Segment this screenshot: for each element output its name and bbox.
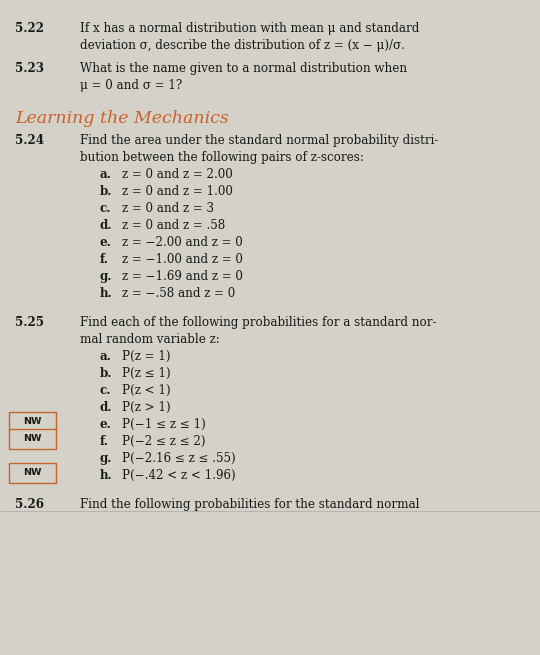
Text: b.: b. — [100, 367, 112, 380]
Text: z = −1.69 and z = 0: z = −1.69 and z = 0 — [122, 270, 242, 283]
Text: f.: f. — [100, 253, 109, 266]
Text: d.: d. — [100, 401, 112, 414]
Text: 5.25: 5.25 — [15, 316, 44, 329]
Text: a.: a. — [100, 350, 112, 363]
Text: P(z = 1): P(z = 1) — [122, 350, 170, 363]
Text: If x has a normal distribution with mean μ and standard: If x has a normal distribution with mean… — [80, 22, 419, 35]
Text: NW: NW — [23, 434, 42, 443]
Text: e.: e. — [100, 418, 112, 431]
Text: P(z > 1): P(z > 1) — [122, 401, 170, 414]
Text: What is the name given to a normal distribution when: What is the name given to a normal distr… — [80, 62, 407, 75]
Text: bution between the following pairs of z-scores:: bution between the following pairs of z-… — [80, 151, 364, 164]
FancyBboxPatch shape — [9, 429, 56, 449]
Text: P(−1 ≤ z ≤ 1): P(−1 ≤ z ≤ 1) — [122, 418, 205, 431]
Text: μ = 0 and σ = 1?: μ = 0 and σ = 1? — [80, 79, 182, 92]
Text: P(−2.16 ≤ z ≤ .55): P(−2.16 ≤ z ≤ .55) — [122, 452, 235, 465]
Text: z = −.58 and z = 0: z = −.58 and z = 0 — [122, 287, 235, 300]
FancyBboxPatch shape — [9, 463, 56, 483]
Text: Learning the Mechanics: Learning the Mechanics — [15, 110, 229, 127]
Text: 5.26: 5.26 — [15, 498, 44, 511]
Text: NW: NW — [23, 468, 42, 477]
Text: h.: h. — [100, 469, 113, 482]
Text: e.: e. — [100, 236, 112, 249]
Text: c.: c. — [100, 202, 111, 215]
Text: c.: c. — [100, 384, 111, 397]
Text: z = −2.00 and z = 0: z = −2.00 and z = 0 — [122, 236, 242, 249]
Text: P(z ≤ 1): P(z ≤ 1) — [122, 367, 170, 380]
Text: g.: g. — [100, 452, 112, 465]
Text: P(−2 ≤ z ≤ 2): P(−2 ≤ z ≤ 2) — [122, 435, 205, 448]
Text: d.: d. — [100, 219, 112, 232]
Text: 5.24: 5.24 — [15, 134, 44, 147]
Text: b.: b. — [100, 185, 112, 198]
Text: z = −1.00 and z = 0: z = −1.00 and z = 0 — [122, 253, 242, 266]
Text: mal random variable z:: mal random variable z: — [80, 333, 220, 346]
Text: 5.23: 5.23 — [15, 62, 44, 75]
Text: 5.22: 5.22 — [15, 22, 44, 35]
Text: g.: g. — [100, 270, 112, 283]
Text: z = 0 and z = 2.00: z = 0 and z = 2.00 — [122, 168, 232, 181]
FancyBboxPatch shape — [9, 412, 56, 432]
Text: f.: f. — [100, 435, 109, 448]
Text: a.: a. — [100, 168, 112, 181]
Text: h.: h. — [100, 287, 113, 300]
Text: Find the area under the standard normal probability distri-: Find the area under the standard normal … — [80, 134, 438, 147]
Text: Find the following probabilities for the standard normal: Find the following probabilities for the… — [80, 498, 420, 511]
Text: z = 0 and z = 1.00: z = 0 and z = 1.00 — [122, 185, 232, 198]
Text: z = 0 and z = 3: z = 0 and z = 3 — [122, 202, 213, 215]
Text: P(z < 1): P(z < 1) — [122, 384, 170, 397]
Text: NW: NW — [23, 417, 42, 426]
Text: Find each of the following probabilities for a standard nor-: Find each of the following probabilities… — [80, 316, 436, 329]
Text: z = 0 and z = .58: z = 0 and z = .58 — [122, 219, 225, 232]
Text: P(−.42 < z < 1.96): P(−.42 < z < 1.96) — [122, 469, 235, 482]
Text: deviation σ, describe the distribution of z = (x − μ)/σ.: deviation σ, describe the distribution o… — [80, 39, 405, 52]
